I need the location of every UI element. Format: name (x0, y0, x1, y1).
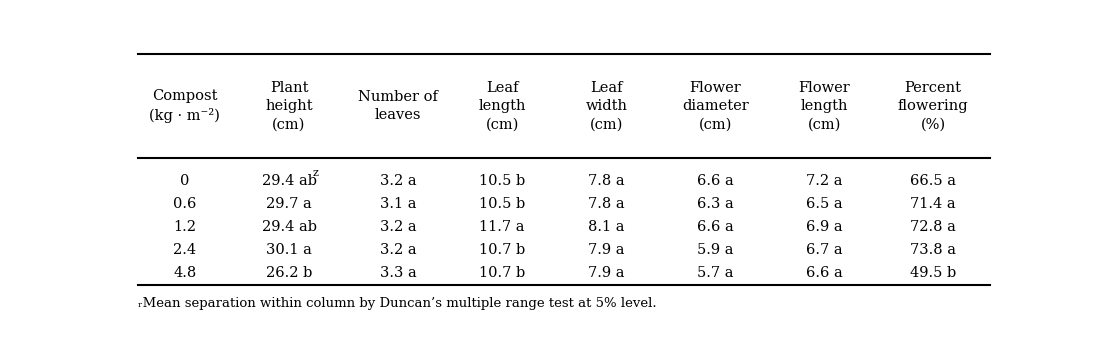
Text: 1.2: 1.2 (174, 220, 197, 234)
Text: 5.9 a: 5.9 a (697, 243, 734, 257)
Text: 7.9 a: 7.9 a (588, 266, 625, 280)
Text: Flower
diameter
(cm): Flower diameter (cm) (682, 81, 749, 131)
Text: 29.4 ab: 29.4 ab (262, 220, 317, 234)
Text: 7.9 a: 7.9 a (588, 243, 625, 257)
Text: 10.5 b: 10.5 b (480, 174, 526, 188)
Text: 72.8 a: 72.8 a (910, 220, 956, 234)
Text: 3.2 a: 3.2 a (379, 243, 416, 257)
Text: ᵣMean separation within column by Duncan’s multiple range test at 5% level.: ᵣMean separation within column by Duncan… (138, 297, 656, 311)
Text: 26.2 b: 26.2 b (266, 266, 312, 280)
Text: Leaf
width
(cm): Leaf width (cm) (585, 81, 627, 131)
Text: 6.7 a: 6.7 a (806, 243, 843, 257)
Text: 0.6: 0.6 (173, 197, 197, 211)
Text: 66.5 a: 66.5 a (910, 174, 956, 188)
Text: 49.5 b: 49.5 b (910, 266, 956, 280)
Text: 30.1 a: 30.1 a (266, 243, 312, 257)
Text: 6.6 a: 6.6 a (697, 174, 734, 188)
Text: 6.3 a: 6.3 a (697, 197, 734, 211)
Text: 73.8 a: 73.8 a (910, 243, 956, 257)
Text: Percent
flowering
(%): Percent flowering (%) (898, 81, 968, 131)
Text: 0: 0 (180, 174, 189, 188)
Text: 3.3 a: 3.3 a (379, 266, 417, 280)
Text: 6.6 a: 6.6 a (806, 266, 843, 280)
Text: Compost
(kg · m⁻²): Compost (kg · m⁻²) (150, 89, 220, 123)
Text: 6.9 a: 6.9 a (806, 220, 843, 234)
Text: 3.1 a: 3.1 a (379, 197, 416, 211)
Text: 7.8 a: 7.8 a (588, 197, 625, 211)
Text: 5.7 a: 5.7 a (697, 266, 734, 280)
Text: 29.7 a: 29.7 a (266, 197, 312, 211)
Text: Flower
length
(cm): Flower length (cm) (799, 81, 850, 131)
Text: 8.1 a: 8.1 a (588, 220, 625, 234)
Text: 6.6 a: 6.6 a (697, 220, 734, 234)
Text: 10.7 b: 10.7 b (480, 243, 526, 257)
Text: 3.2 a: 3.2 a (379, 174, 416, 188)
Text: z: z (312, 167, 319, 177)
Text: 7.2 a: 7.2 a (806, 174, 843, 188)
Text: 10.7 b: 10.7 b (480, 266, 526, 280)
Text: 11.7 a: 11.7 a (480, 220, 525, 234)
Text: Leaf
length
(cm): Leaf length (cm) (478, 81, 526, 131)
Text: 7.8 a: 7.8 a (588, 174, 625, 188)
Text: 71.4 a: 71.4 a (911, 197, 956, 211)
Text: Plant
height
(cm): Plant height (cm) (265, 81, 312, 131)
Text: 3.2 a: 3.2 a (379, 220, 416, 234)
Text: 29.4 ab: 29.4 ab (262, 174, 317, 188)
Text: Number of
leaves: Number of leaves (358, 90, 438, 122)
Text: 4.8: 4.8 (173, 266, 197, 280)
Text: 2.4: 2.4 (174, 243, 197, 257)
Text: 6.5 a: 6.5 a (806, 197, 843, 211)
Text: 10.5 b: 10.5 b (480, 197, 526, 211)
